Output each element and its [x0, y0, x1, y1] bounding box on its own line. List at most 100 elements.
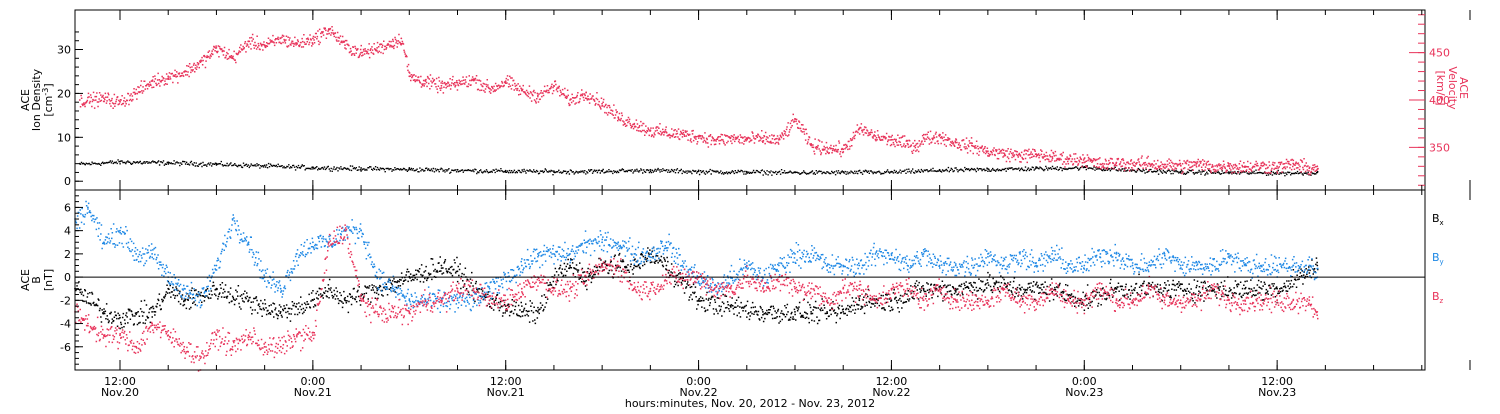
data-point	[247, 334, 250, 337]
bfield-label-unit: [nT]	[42, 269, 55, 291]
data-point	[569, 287, 571, 290]
data-point	[922, 253, 925, 255]
data-point	[713, 287, 716, 290]
data-point	[87, 206, 89, 209]
data-point	[794, 118, 796, 120]
data-point	[231, 56, 234, 59]
bfield-tick-label: -4	[60, 318, 71, 331]
velocity-label-line1: ACE	[1457, 77, 1470, 99]
data-point	[1228, 171, 1230, 173]
data-point	[810, 144, 812, 147]
data-point	[199, 357, 202, 360]
data-point	[778, 264, 780, 267]
data-point	[1131, 162, 1134, 165]
data-point	[922, 137, 925, 139]
data-point	[1083, 264, 1086, 267]
data-point	[987, 253, 989, 255]
x-tick-time: 12:00	[104, 375, 136, 388]
data-point	[1035, 167, 1037, 169]
data-point	[938, 264, 941, 267]
x-tick-date: Nov.22	[680, 386, 718, 399]
data-point	[1083, 166, 1086, 169]
data-point	[858, 127, 861, 130]
data-point	[1195, 264, 1198, 267]
data-point	[1276, 287, 1278, 290]
data-point	[906, 264, 909, 267]
data-point	[456, 299, 459, 302]
data-point	[1276, 264, 1278, 267]
x-tick-date: Nov.23	[1258, 386, 1296, 399]
data-point	[665, 241, 668, 244]
data-point	[440, 84, 443, 87]
data-point	[1212, 264, 1214, 267]
bfield-tick-label: -2	[60, 294, 71, 307]
data-point	[842, 148, 845, 151]
data-point	[922, 287, 925, 290]
velocity-label-line2: Velocity	[1446, 66, 1459, 110]
data-point	[617, 241, 620, 244]
data-point	[810, 253, 812, 255]
data-point	[392, 287, 395, 290]
bfield-tick-label: 6	[64, 201, 71, 214]
data-point	[745, 170, 748, 173]
data-point	[279, 345, 282, 348]
x-tick-time: 12:00	[1261, 375, 1293, 388]
density-label-unit: [cm-3]	[41, 83, 55, 116]
data-point	[247, 299, 250, 302]
data-point	[504, 169, 507, 172]
data-point	[183, 299, 186, 302]
data-point	[1179, 170, 1182, 173]
data-point	[360, 229, 362, 232]
data-point	[376, 47, 378, 49]
data-point	[1099, 163, 1102, 166]
data-point	[183, 70, 186, 73]
data-point	[408, 75, 411, 78]
density-tick-label: 10	[57, 131, 71, 144]
data-point	[810, 287, 812, 290]
bfield-label-line1: ACE	[19, 269, 32, 291]
data-point	[215, 264, 218, 267]
x-tick-time: 0:00	[686, 375, 711, 388]
data-point	[681, 133, 684, 136]
data-point	[1163, 163, 1166, 166]
data-point	[890, 138, 893, 141]
data-point	[279, 37, 282, 40]
data-point	[617, 264, 620, 267]
data-point	[231, 218, 234, 220]
density-label-line2: Ion Density	[30, 68, 43, 131]
data-point	[762, 287, 764, 290]
data-point	[408, 311, 411, 313]
data-point	[135, 253, 138, 255]
series-points-bz	[75, 224, 1319, 372]
x-tick-date: Nov.22	[872, 386, 910, 399]
data-point	[585, 241, 587, 244]
bfield-tick-label: 0	[64, 271, 71, 284]
data-point	[1308, 167, 1311, 170]
data-point	[858, 299, 861, 302]
legend-bz: Bz	[1432, 290, 1444, 305]
data-point	[1308, 299, 1311, 302]
data-point	[762, 137, 764, 139]
velocity-label-unit: [km/s]	[1434, 70, 1447, 105]
data-point	[617, 116, 620, 118]
data-point	[424, 80, 427, 82]
data-point	[344, 44, 346, 46]
data-point	[1260, 264, 1262, 267]
data-point	[376, 311, 378, 313]
data-point	[1179, 264, 1182, 267]
data-point	[456, 287, 459, 290]
data-point	[858, 287, 861, 290]
data-point	[842, 287, 845, 290]
data-point	[987, 282, 989, 284]
data-point	[794, 171, 796, 173]
data-point	[1316, 264, 1319, 267]
series-points-by	[75, 200, 1319, 313]
data-point	[1051, 287, 1053, 290]
data-point	[1035, 299, 1037, 302]
data-point	[1244, 287, 1246, 290]
data-point	[1115, 299, 1118, 302]
data-point	[328, 287, 330, 290]
data-point	[970, 144, 973, 147]
data-point	[1212, 165, 1214, 168]
data-point	[842, 264, 845, 267]
